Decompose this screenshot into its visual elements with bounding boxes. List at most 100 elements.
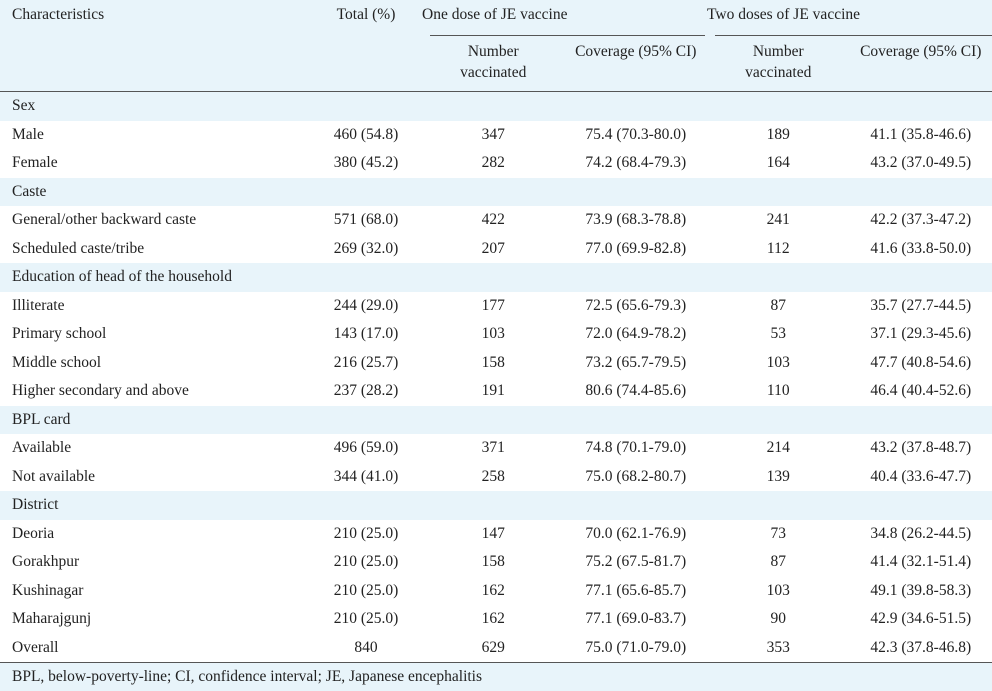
header-row-1: Characteristics Total (%) One dose of JE… [0,0,992,36]
one-dose-coverage-cell: 80.6 (74.4-85.6) [565,377,708,406]
footnote: BPL, below-poverty-line; CI, confidence … [0,663,992,691]
two-dose-number-cell: 73 [707,520,850,549]
total-cell: 344 (41.0) [310,463,422,492]
row-label: Higher secondary and above [0,377,310,406]
two-dose-coverage-cell: 42.3 (37.8-46.8) [850,634,992,663]
header-one-dose: One dose of JE vaccine [422,0,707,36]
one-dose-number-cell: 191 [422,377,565,406]
group-row: Caste [0,178,992,207]
one-dose-coverage-cell: 74.2 (68.4-79.3) [565,149,708,178]
group-row: Education of head of the household [0,263,992,292]
two-dose-number-cell: 164 [707,149,850,178]
header-characteristics: Characteristics [0,0,310,36]
one-dose-number-cell: 162 [422,605,565,634]
total-cell: 216 (25.7) [310,349,422,378]
two-dose-number-cell: 139 [707,463,850,492]
header-blank [0,36,310,92]
row-label: Available [0,434,310,463]
row-label: Middle school [0,349,310,378]
row-label: Female [0,149,310,178]
header-two-doses: Two doses of JE vaccine [707,0,992,36]
two-dose-number-cell: 87 [707,548,850,577]
one-dose-number-cell: 258 [422,463,565,492]
one-dose-coverage-cell: 75.2 (67.5-81.7) [565,548,708,577]
one-dose-coverage-cell: 77.0 (69.9-82.8) [565,235,708,264]
two-dose-coverage-cell: 43.2 (37.8-48.7) [850,434,992,463]
total-cell: 244 (29.0) [310,292,422,321]
row-label: Scheduled caste/tribe [0,235,310,264]
total-cell: 571 (68.0) [310,206,422,235]
two-dose-number-cell: 90 [707,605,850,634]
two-dose-number-cell: 353 [707,634,850,663]
one-dose-number-cell: 158 [422,349,565,378]
one-dose-number-cell: 147 [422,520,565,549]
row-label: Not available [0,463,310,492]
total-cell: 210 (25.0) [310,605,422,634]
one-dose-number-cell: 207 [422,235,565,264]
row-label: Kushinagar [0,577,310,606]
group-label: District [0,491,992,520]
header-number-vaccinated-1: Number vaccinated [422,36,565,92]
row-label: Gorakhpur [0,548,310,577]
one-dose-number-cell: 371 [422,434,565,463]
one-dose-number-cell: 347 [422,121,565,150]
two-dose-number-cell: 87 [707,292,850,321]
two-dose-coverage-cell: 42.9 (34.6-51.5) [850,605,992,634]
group-label: BPL card [0,406,992,435]
row-label: Primary school [0,320,310,349]
one-dose-coverage-cell: 73.9 (68.3-78.8) [565,206,708,235]
one-dose-coverage-cell: 72.5 (65.6-79.3) [565,292,708,321]
two-dose-coverage-cell: 41.1 (35.8-46.6) [850,121,992,150]
two-dose-number-cell: 241 [707,206,850,235]
one-dose-number-cell: 282 [422,149,565,178]
two-dose-coverage-cell: 46.4 (40.4-52.6) [850,377,992,406]
two-dose-coverage-cell: 49.1 (39.8-58.3) [850,577,992,606]
two-dose-coverage-cell: 42.2 (37.3-47.2) [850,206,992,235]
row-label: Illiterate [0,292,310,321]
group-row: Sex [0,92,992,121]
two-dose-number-cell: 189 [707,121,850,150]
header-row-2: Number vaccinated Coverage (95% CI) Numb… [0,36,992,92]
one-dose-number-cell: 629 [422,634,565,663]
one-dose-number-cell: 177 [422,292,565,321]
total-cell: 237 (28.2) [310,377,422,406]
total-cell: 460 (54.8) [310,121,422,150]
one-dose-coverage-cell: 70.0 (62.1-76.9) [565,520,708,549]
one-dose-number-cell: 103 [422,320,565,349]
footnote-row: BPL, below-poverty-line; CI, confidence … [0,663,992,691]
row-label: Maharajgunj [0,605,310,634]
group-label: Education of head of the household [0,263,992,292]
two-dose-coverage-cell: 37.1 (29.3-45.6) [850,320,992,349]
total-cell: 840 [310,634,422,663]
total-cell: 210 (25.0) [310,520,422,549]
header-coverage-2: Coverage (95% CI) [850,36,992,92]
row-label: Male [0,121,310,150]
one-dose-coverage-cell: 75.4 (70.3-80.0) [565,121,708,150]
total-cell: 143 (17.0) [310,320,422,349]
two-dose-coverage-cell: 35.7 (27.7-44.5) [850,292,992,321]
one-dose-coverage-cell: 75.0 (71.0-79.0) [565,634,708,663]
total-cell: 269 (32.0) [310,235,422,264]
total-cell: 210 (25.0) [310,548,422,577]
one-dose-coverage-cell: 73.2 (65.7-79.5) [565,349,708,378]
group-row: District [0,491,992,520]
two-dose-coverage-cell: 34.8 (26.2-44.5) [850,520,992,549]
two-dose-number-cell: 112 [707,235,850,264]
total-cell: 380 (45.2) [310,149,422,178]
one-dose-coverage-cell: 72.0 (64.9-78.2) [565,320,708,349]
two-dose-number-cell: 214 [707,434,850,463]
two-dose-number-cell: 103 [707,577,850,606]
total-cell: 210 (25.0) [310,577,422,606]
